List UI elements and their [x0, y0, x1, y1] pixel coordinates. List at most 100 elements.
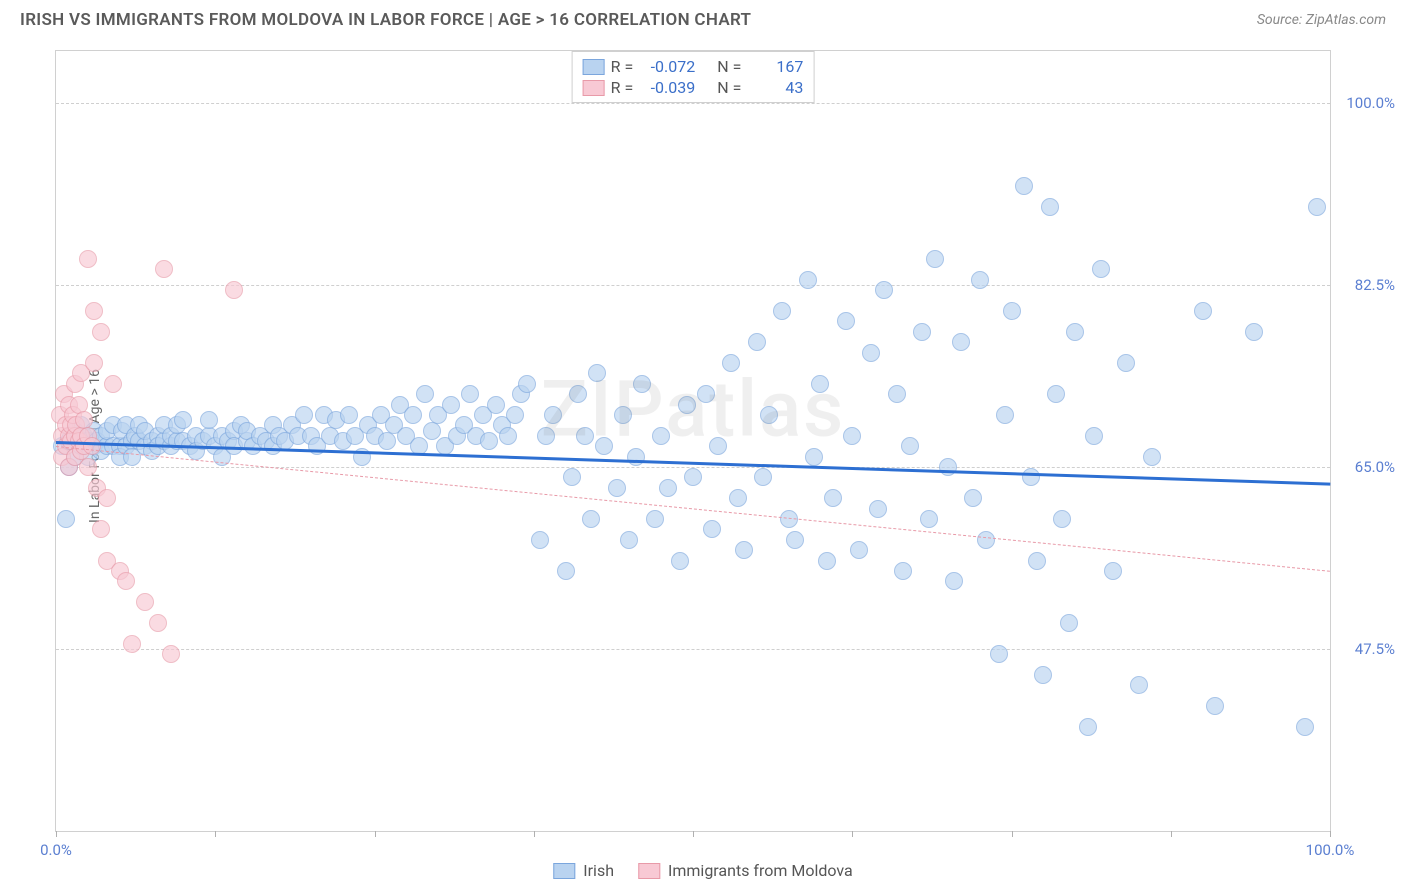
- n-label: N =: [717, 57, 741, 76]
- scatter-point: [506, 406, 524, 424]
- scatter-point: [499, 427, 517, 445]
- scatter-point: [155, 260, 173, 278]
- scatter-point: [760, 406, 778, 424]
- scatter-point: [1015, 177, 1033, 195]
- scatter-point: [703, 520, 721, 538]
- scatter-point: [1245, 323, 1263, 341]
- scatter-point: [595, 437, 613, 455]
- x-tick: [1330, 831, 1331, 837]
- legend-swatch-irish: [553, 863, 575, 879]
- n-value: 167: [747, 57, 803, 76]
- scatter-point: [1003, 302, 1021, 320]
- scatter-point: [608, 479, 626, 497]
- scatter-point: [1130, 676, 1148, 694]
- scatter-point: [697, 385, 715, 403]
- x-tick: [56, 831, 57, 837]
- scatter-point: [754, 468, 772, 486]
- scatter-point: [824, 489, 842, 507]
- scatter-point: [652, 427, 670, 445]
- scatter-point: [174, 411, 192, 429]
- scatter-point: [569, 385, 587, 403]
- scatter-point: [104, 375, 122, 393]
- scatter-point: [544, 406, 562, 424]
- scatter-point: [805, 448, 823, 466]
- scatter-point: [620, 531, 638, 549]
- chart-title: IRISH VS IMMIGRANTS FROM MOLDOVA IN LABO…: [20, 10, 751, 30]
- scatter-point: [1047, 385, 1065, 403]
- scatter-point: [1066, 323, 1084, 341]
- scatter-point: [888, 385, 906, 403]
- scatter-point: [614, 406, 632, 424]
- scatter-point: [557, 562, 575, 580]
- scatter-point: [684, 468, 702, 486]
- scatter-point: [1022, 468, 1040, 486]
- x-tick: [693, 831, 694, 837]
- scatter-point: [1041, 198, 1059, 216]
- r-label: R =: [611, 78, 634, 97]
- scatter-point: [1092, 260, 1110, 278]
- scatter-point: [729, 489, 747, 507]
- scatter-point: [225, 281, 243, 299]
- x-tick-label: 0.0%: [40, 841, 72, 859]
- scatter-point: [678, 396, 696, 414]
- scatter-point: [1079, 718, 1097, 736]
- scatter-point: [722, 354, 740, 372]
- scatter-point: [461, 385, 479, 403]
- scatter-point: [79, 250, 97, 268]
- y-tick-label: 82.5%: [1335, 276, 1395, 294]
- scatter-point: [1085, 427, 1103, 445]
- scatter-point: [92, 520, 110, 538]
- scatter-point: [971, 271, 989, 289]
- scatter-point: [1060, 614, 1078, 632]
- scatter-point: [837, 312, 855, 330]
- scatter-point: [633, 375, 651, 393]
- legend-swatch-irish: [583, 59, 605, 75]
- gridline: [56, 103, 1330, 104]
- x-tick-label: 100.0%: [1306, 841, 1355, 859]
- scatter-point: [659, 479, 677, 497]
- n-label: N =: [717, 78, 741, 97]
- scatter-point: [487, 396, 505, 414]
- scatter-point: [964, 489, 982, 507]
- scatter-point: [416, 385, 434, 403]
- scatter-point: [1028, 552, 1046, 570]
- scatter-point: [1104, 562, 1122, 580]
- r-value: -0.072: [639, 57, 695, 76]
- scatter-point: [850, 541, 868, 559]
- scatter-point: [818, 552, 836, 570]
- scatter-point: [480, 432, 498, 450]
- scatter-point: [1296, 718, 1314, 736]
- scatter-point: [404, 406, 422, 424]
- scatter-point: [295, 406, 313, 424]
- scatter-point: [588, 364, 606, 382]
- legend-row: R = -0.039 N = 43: [583, 77, 804, 98]
- x-tick: [1171, 831, 1172, 837]
- scatter-point: [98, 489, 116, 507]
- scatter-point: [869, 500, 887, 518]
- scatter-point: [531, 531, 549, 549]
- scatter-point: [537, 427, 555, 445]
- source-attribution: Source: ZipAtlas.com: [1257, 12, 1386, 28]
- scatter-point: [518, 375, 536, 393]
- scatter-point: [79, 458, 97, 476]
- scatter-point: [875, 281, 893, 299]
- legend-label: Irish: [583, 861, 614, 880]
- x-tick: [375, 831, 376, 837]
- scatter-point: [646, 510, 664, 528]
- scatter-point: [709, 437, 727, 455]
- scatter-point: [85, 302, 103, 320]
- trend-line: [56, 446, 1330, 572]
- scatter-point: [1117, 354, 1135, 372]
- scatter-point: [913, 323, 931, 341]
- scatter-point: [799, 271, 817, 289]
- chart-plot-area: ZIPatlas R = -0.072 N = 167 R = -0.039 N…: [55, 50, 1331, 832]
- scatter-point: [1206, 697, 1224, 715]
- gridline: [56, 285, 1330, 286]
- scatter-point: [843, 427, 861, 445]
- correlation-legend: R = -0.072 N = 167 R = -0.039 N = 43: [572, 51, 815, 103]
- scatter-point: [563, 468, 581, 486]
- scatter-point: [945, 572, 963, 590]
- scatter-point: [92, 323, 110, 341]
- gridline: [56, 649, 1330, 650]
- scatter-point: [671, 552, 689, 570]
